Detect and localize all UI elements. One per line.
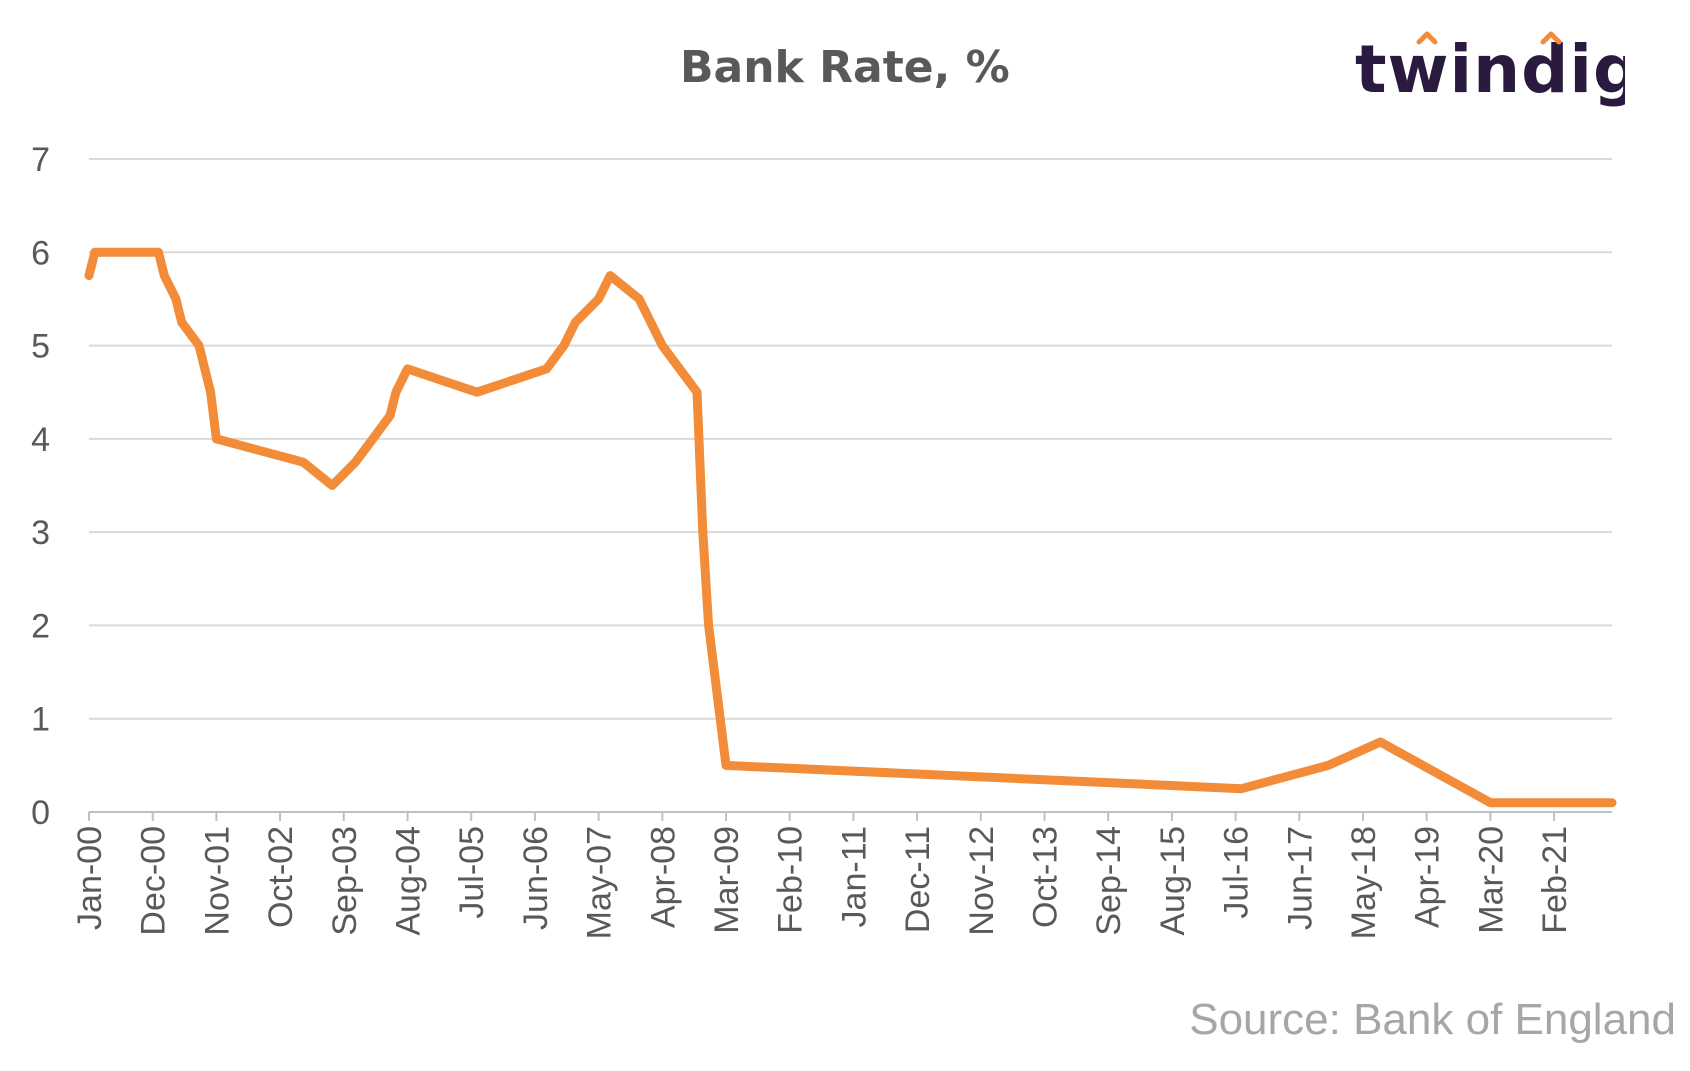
x-tick-label: Jan-11 bbox=[835, 826, 873, 927]
x-tick-label: Nov-12 bbox=[963, 826, 1001, 936]
gridlines bbox=[89, 158, 1612, 813]
logo-text: twindig bbox=[1355, 31, 1625, 108]
x-tick-label: Jun-17 bbox=[1281, 826, 1319, 930]
x-axis: Jan-00 Dec-00 Nov-01 Oct-02 Sep-03 Aug-04 Jul-… bbox=[71, 812, 1574, 939]
x-tick-label: Jun-06 bbox=[517, 826, 555, 930]
y-tick-label: 1 bbox=[31, 701, 50, 739]
x-tick-label: Jan-00 bbox=[71, 826, 109, 930]
x-tick-label: Apr-08 bbox=[644, 826, 682, 928]
x-tick-label: Jul-16 bbox=[1218, 826, 1256, 919]
x-tick-label: Feb-10 bbox=[772, 826, 810, 934]
x-tick-label: Feb-21 bbox=[1536, 826, 1574, 934]
x-tick-label: May-07 bbox=[581, 826, 619, 939]
x-tick-label: May-18 bbox=[1345, 826, 1383, 939]
x-tick-label: Nov-01 bbox=[198, 826, 236, 936]
source-note: Source: Bank of England bbox=[1189, 995, 1676, 1044]
y-axis: 0 1 2 3 4 5 6 7 bbox=[31, 141, 50, 832]
twindig-logo: twindig bbox=[1355, 31, 1625, 108]
x-tick-label: Dec-00 bbox=[135, 826, 173, 936]
x-tick-label: Sep-14 bbox=[1090, 826, 1128, 936]
x-tick-label: Apr-19 bbox=[1409, 826, 1447, 928]
y-tick-label: 5 bbox=[31, 328, 50, 366]
x-tick-label: Mar-20 bbox=[1472, 826, 1510, 934]
x-tick-label: Oct-02 bbox=[262, 826, 300, 928]
series bbox=[84, 247, 1617, 808]
y-tick-label: 7 bbox=[31, 141, 50, 179]
x-tick-label: Mar-09 bbox=[708, 826, 746, 934]
series-line-bank-rate bbox=[84, 247, 1617, 808]
logo-roof-icon-2 bbox=[1540, 31, 1562, 45]
x-tick-label: Oct-13 bbox=[1026, 826, 1064, 928]
y-tick-label: 2 bbox=[31, 607, 50, 645]
x-tick-label: Jul-05 bbox=[453, 826, 491, 919]
chart-title: Bank Rate, % bbox=[680, 42, 1010, 93]
y-tick-label: 6 bbox=[31, 234, 50, 272]
x-tick-label: Dec-11 bbox=[899, 826, 937, 933]
x-tick-label: Aug-15 bbox=[1154, 826, 1192, 936]
y-tick-label: 3 bbox=[31, 514, 50, 552]
x-tick-label: Sep-03 bbox=[326, 826, 364, 936]
y-tick-label: 4 bbox=[31, 421, 50, 459]
y-tick-label: 0 bbox=[31, 794, 50, 832]
logo-roof-icon-1 bbox=[1416, 31, 1438, 45]
x-tick-label: Aug-04 bbox=[389, 826, 427, 936]
